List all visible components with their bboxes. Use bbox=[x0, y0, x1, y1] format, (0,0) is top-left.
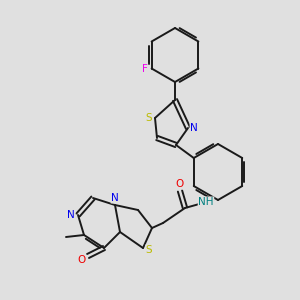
Text: N: N bbox=[111, 193, 119, 203]
Text: N: N bbox=[190, 123, 198, 133]
Text: F: F bbox=[142, 64, 148, 74]
Text: O: O bbox=[175, 179, 183, 189]
Text: NH: NH bbox=[198, 197, 214, 207]
Text: S: S bbox=[146, 113, 152, 123]
Text: O: O bbox=[78, 255, 86, 265]
Text: S: S bbox=[146, 245, 152, 255]
Text: N: N bbox=[67, 210, 75, 220]
